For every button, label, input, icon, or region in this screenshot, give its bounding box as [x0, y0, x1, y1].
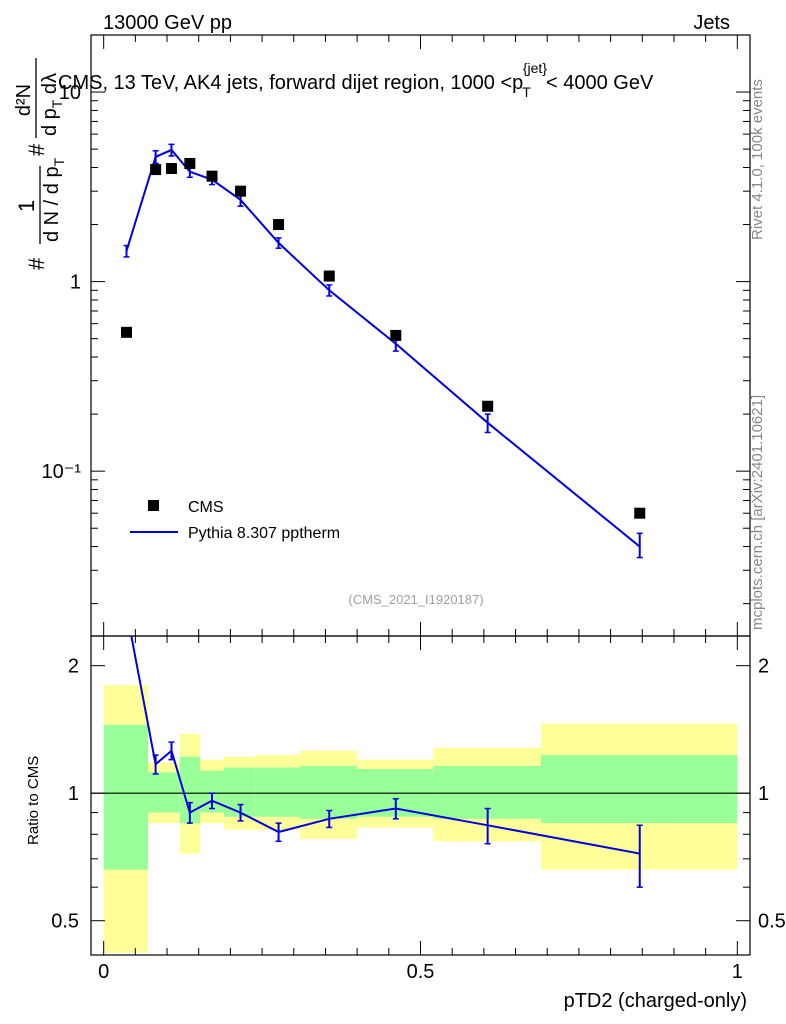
x-tick-label: 0 — [98, 961, 109, 983]
cms-data-point — [165, 163, 177, 175]
cms-data-point — [390, 329, 402, 341]
y-label-hash2: # — [24, 143, 49, 156]
cms-data-point — [120, 326, 132, 338]
cms-data-point — [323, 270, 335, 282]
main-y-tick-label: 1 — [70, 272, 81, 294]
ratio-y-tick-label-right: 2 — [758, 656, 769, 678]
ratio-band-green — [103, 724, 149, 870]
legend: CMS Pythia 8.307 pptherm — [130, 499, 340, 542]
main-y-axis-label: # 1 d N / d pT # d²N d pT dλ — [13, 58, 67, 270]
jets-label: Jets — [693, 12, 730, 34]
ratio-y-tick-label-left: 0.5 — [51, 911, 79, 933]
cms-data-point — [150, 164, 162, 176]
x-axis-label: pTD2 (charged-only) — [564, 990, 747, 1012]
analysis-watermark: (CMS_2021_I1920187) — [348, 592, 483, 607]
cms-data-point — [184, 157, 196, 169]
energy-label: 13000 GeV pp — [103, 12, 232, 34]
y-label-d2n-numerator: d²N — [13, 84, 35, 116]
main-y-tick-label: 10⁻¹ — [42, 461, 82, 483]
ratio-y-tick-label-left: 2 — [68, 656, 79, 678]
ratio-y-axis-label: Ratio to CMS — [25, 756, 42, 845]
y-label-frac-numerator: 1 — [14, 200, 39, 212]
cms-data-point — [273, 219, 285, 231]
ratio-y-tick-label-right: 0.5 — [758, 911, 786, 933]
x-tick-label: 1 — [732, 961, 743, 983]
cms-data-point — [482, 400, 494, 412]
y-label-hash1: # — [24, 257, 49, 270]
main-y-tick-label: 10 — [59, 82, 81, 104]
ratio-y-tick-label-left: 1 — [68, 783, 79, 805]
title-tail-text: < 4000 GeV — [546, 72, 654, 94]
ratio-band-green — [540, 755, 738, 824]
main-frame — [90, 34, 751, 637]
cms-data-point — [634, 507, 646, 519]
ratio-y-tick-label-right: 1 — [758, 783, 769, 805]
pythia-line — [125, 148, 641, 548]
legend-label-pythia: Pythia 8.307 pptherm — [188, 525, 340, 542]
ratio-panel: 0.5 0.5 1 1 2 2 0 0.5 1 — [51, 635, 786, 983]
ratio-panel-background — [103, 685, 738, 953]
mcplots-credit-label: mcplots.cern.ch [arXiv:2401.10621] — [749, 395, 766, 630]
title-main-text: CMS, 13 TeV, AK4 jets, forward dijet reg… — [58, 72, 523, 94]
ratio-band-green — [148, 772, 180, 813]
y-label-frac-denominator: d N / d pT — [41, 157, 67, 242]
title-superscript: {jet} — [523, 60, 547, 76]
x-tick-label: 0.5 — [407, 961, 435, 983]
ratio-band-green — [179, 756, 200, 824]
rivet-version-label: Rivet 4.1.0, 100k events — [749, 79, 766, 240]
cms-data-point — [235, 185, 247, 197]
main-panel: 10⁻¹ 1 10 — [42, 34, 751, 637]
title-subscript: T — [522, 84, 531, 100]
legend-label-cms: CMS — [188, 499, 224, 516]
main-plot-title: CMS, 13 TeV, AK4 jets, forward dijet reg… — [58, 60, 654, 100]
ratio-band-green — [255, 767, 301, 817]
y-label-d2n-denominator: d pT dλ — [39, 73, 65, 136]
cms-data-point — [206, 170, 218, 182]
legend-marker-cms — [148, 500, 159, 511]
